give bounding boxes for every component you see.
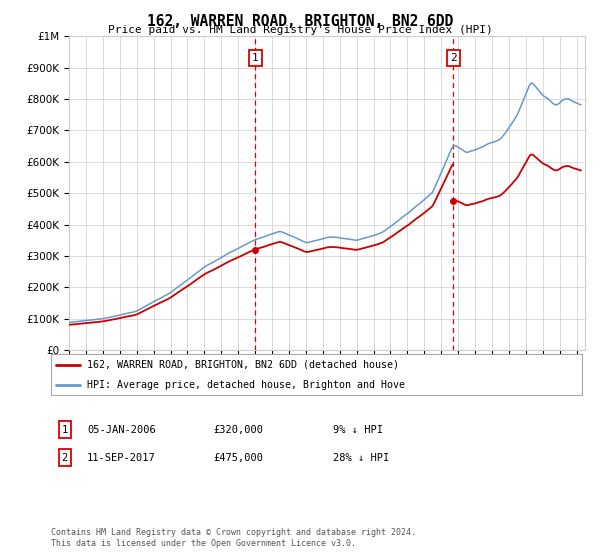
Text: 11-SEP-2017: 11-SEP-2017 bbox=[87, 452, 156, 463]
Text: 1: 1 bbox=[62, 424, 68, 435]
Text: 1: 1 bbox=[252, 53, 259, 63]
Text: 162, WARREN ROAD, BRIGHTON, BN2 6DD (detached house): 162, WARREN ROAD, BRIGHTON, BN2 6DD (det… bbox=[87, 360, 399, 370]
Text: 05-JAN-2006: 05-JAN-2006 bbox=[87, 424, 156, 435]
Text: 9% ↓ HPI: 9% ↓ HPI bbox=[333, 424, 383, 435]
Text: 2: 2 bbox=[62, 452, 68, 463]
Text: Contains HM Land Registry data © Crown copyright and database right 2024.
This d: Contains HM Land Registry data © Crown c… bbox=[51, 528, 416, 548]
Text: HPI: Average price, detached house, Brighton and Hove: HPI: Average price, detached house, Brig… bbox=[87, 380, 405, 390]
Text: 162, WARREN ROAD, BRIGHTON, BN2 6DD: 162, WARREN ROAD, BRIGHTON, BN2 6DD bbox=[147, 14, 453, 29]
Text: 28% ↓ HPI: 28% ↓ HPI bbox=[333, 452, 389, 463]
Text: Price paid vs. HM Land Registry's House Price Index (HPI): Price paid vs. HM Land Registry's House … bbox=[107, 25, 493, 35]
Text: £320,000: £320,000 bbox=[213, 424, 263, 435]
Text: 2: 2 bbox=[450, 53, 457, 63]
Text: £475,000: £475,000 bbox=[213, 452, 263, 463]
